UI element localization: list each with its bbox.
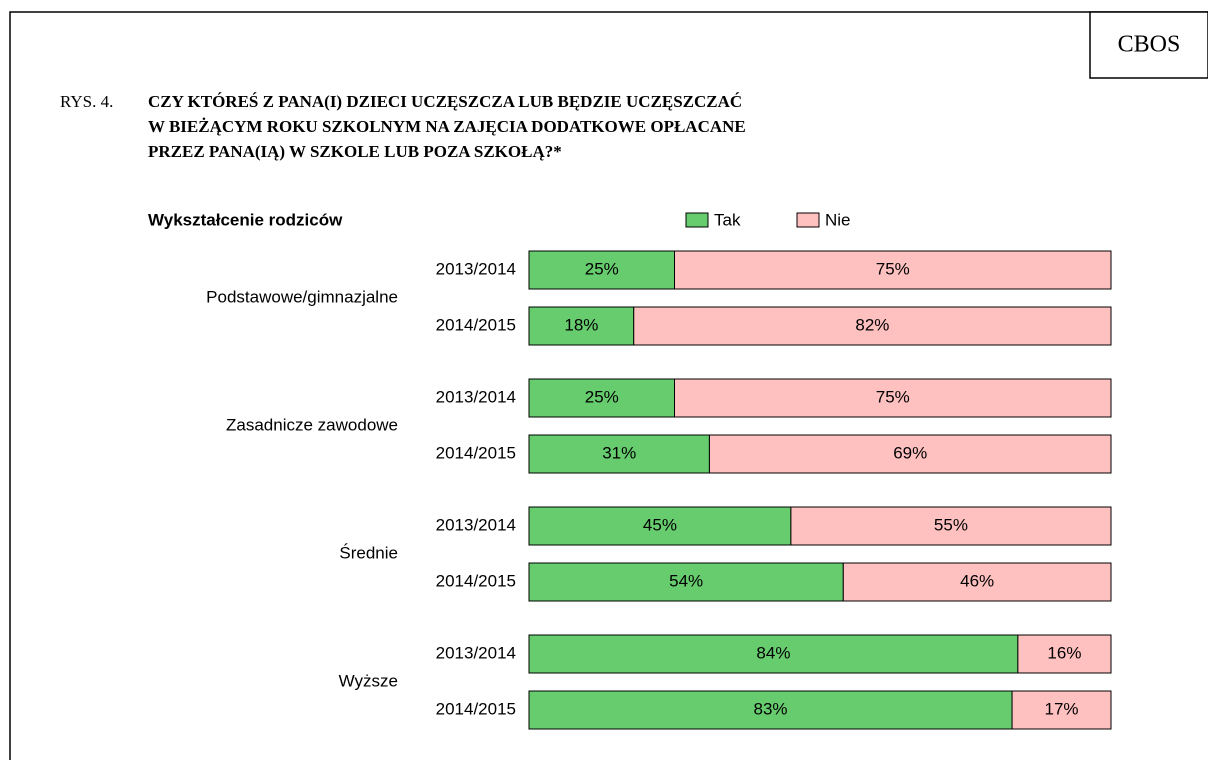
bar-segment (528, 562, 844, 602)
value-label: 45% (643, 515, 677, 534)
chart-title: W BIEŻĄCYM ROKU SZKOLNYM NA ZAJĘCIA DODA… (148, 117, 746, 136)
bar-segment (1011, 690, 1112, 730)
y-tick-label: 2014/2015 (436, 571, 516, 590)
value-label: 25% (585, 259, 619, 278)
bar-segment (528, 306, 635, 346)
bar-segment (528, 434, 710, 474)
bar-segment (528, 378, 675, 418)
y-tick-label: 2013/2014 (436, 515, 516, 534)
value-label: 75% (876, 259, 910, 278)
figure-label: RYS. 4. (60, 92, 113, 111)
value-label: 83% (754, 699, 788, 718)
group-label: Średnie (339, 543, 398, 562)
y-tick-label: 2014/2015 (436, 699, 516, 718)
group-label: Wyższe (339, 671, 398, 690)
legend-label: Tak (714, 210, 741, 229)
bar-segment (528, 634, 1019, 674)
chart-title: CZY KTÓREŚ Z PANA(I) DZIECI UCZĘSZCZA LU… (148, 92, 742, 111)
value-label: 17% (1045, 699, 1079, 718)
legend-swatch (796, 212, 820, 228)
bar-segment (842, 562, 1112, 602)
group-label: Zasadnicze zawodowe (226, 415, 398, 434)
bar-segment (633, 306, 1112, 346)
badge-box (1089, 11, 1208, 79)
value-label: 82% (855, 315, 889, 334)
group-axis-label: Wykształcenie rodziców (148, 210, 343, 229)
y-tick-label: 2014/2015 (436, 443, 516, 462)
value-label: 84% (756, 643, 790, 662)
bar-segment (528, 506, 792, 546)
y-tick-label: 2014/2015 (436, 315, 516, 334)
badge: CBOS (1118, 32, 1181, 58)
value-label: 16% (1047, 643, 1081, 662)
value-label: 46% (960, 571, 994, 590)
value-label: 18% (564, 315, 598, 334)
y-tick-label: 2013/2014 (436, 259, 516, 278)
y-tick-label: 2013/2014 (436, 387, 516, 406)
chart-title: PRZEZ PANA(IĄ) W SZKOLE LUB POZA SZKOŁĄ?… (148, 142, 562, 161)
legend-swatch (685, 212, 709, 228)
y-tick-label: 2013/2014 (436, 643, 516, 662)
bar-segment (790, 506, 1112, 546)
legend-label: Nie (825, 210, 851, 229)
bar-segment (528, 250, 675, 290)
value-label: 25% (585, 387, 619, 406)
value-label: 75% (876, 387, 910, 406)
bar-segment (708, 434, 1112, 474)
bar-segment (674, 378, 1112, 418)
bar-segment (1017, 634, 1112, 674)
value-label: 69% (893, 443, 927, 462)
bar-segment (674, 250, 1112, 290)
value-label: 55% (934, 515, 968, 534)
frame (9, 11, 1208, 760)
bar-segment (528, 690, 1013, 730)
group-label: Podstawowe/gimnazjalne (206, 287, 398, 306)
value-label: 31% (602, 443, 636, 462)
value-label: 54% (669, 571, 703, 590)
